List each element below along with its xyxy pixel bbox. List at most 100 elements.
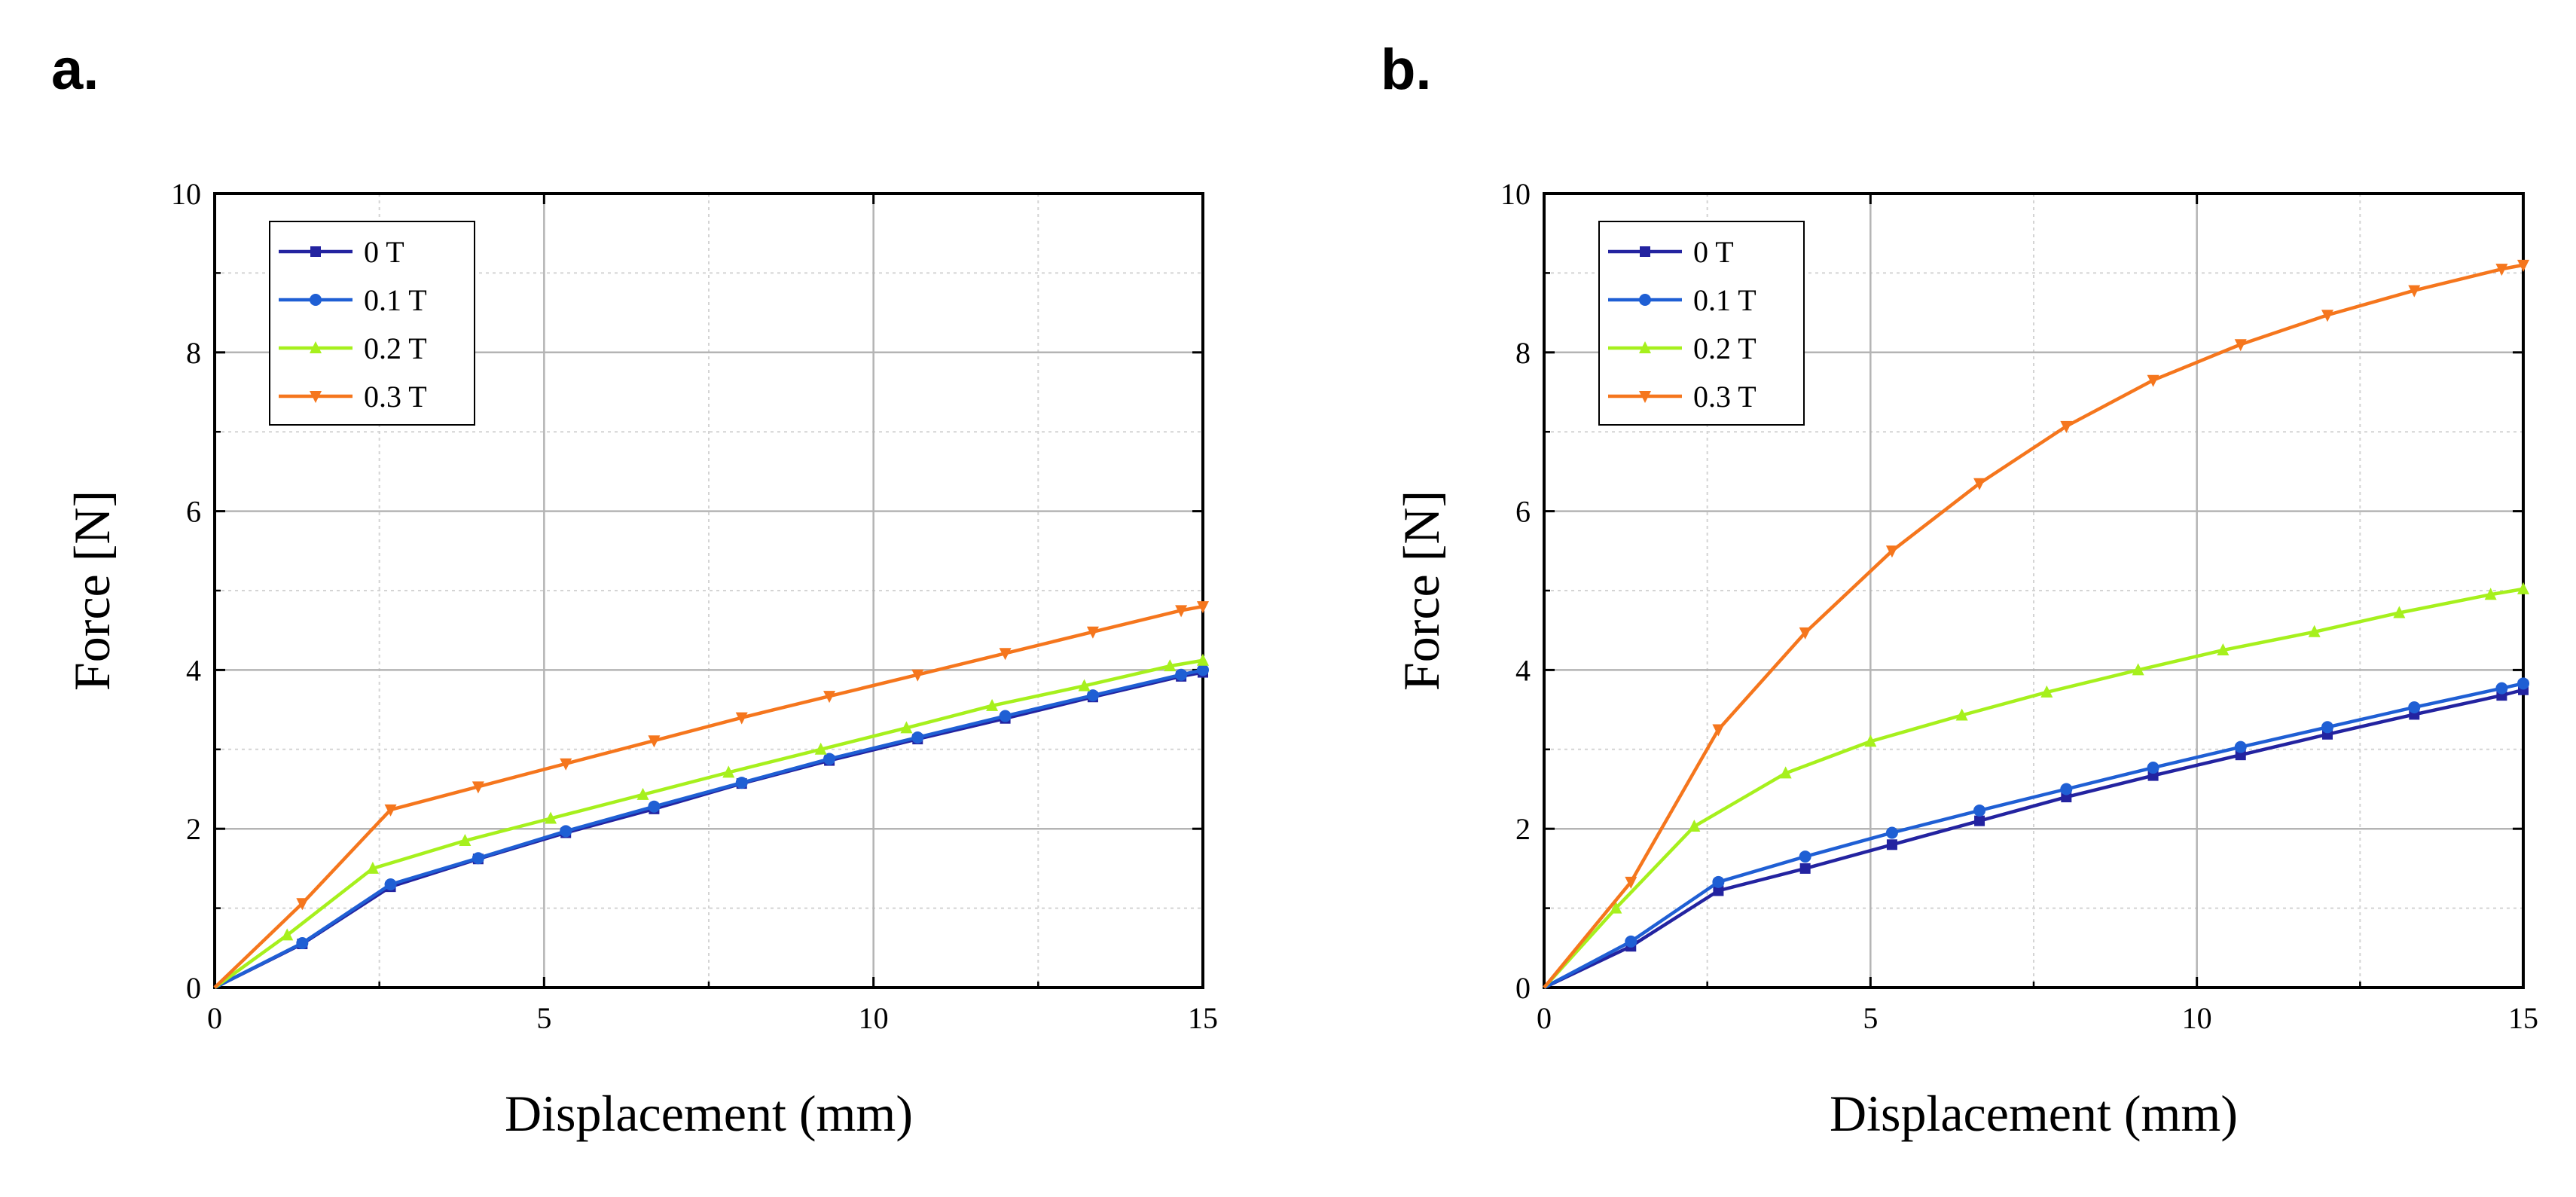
legend-item: 0.3 T xyxy=(279,380,427,414)
data-point xyxy=(2408,285,2421,298)
data-point xyxy=(2132,663,2144,676)
series-group xyxy=(213,601,1209,990)
legend: 0 T 0.1 T 0.2 T 0.3 T xyxy=(269,221,475,426)
data-point xyxy=(1974,815,1985,826)
data-point xyxy=(2517,677,2529,690)
data-point xyxy=(2147,762,2159,774)
data-point xyxy=(2060,783,2073,795)
legend-box xyxy=(1598,221,1805,426)
x-tick-label: 0 xyxy=(1537,1001,1552,1035)
panel-letter: a. xyxy=(51,38,99,102)
data-point xyxy=(2517,582,2529,594)
legend-item: 0.1 T xyxy=(279,283,427,317)
data-point xyxy=(735,712,748,725)
y-axis-title: Force [N] xyxy=(1393,490,1450,691)
y-tick-label: 4 xyxy=(186,653,201,687)
data-point xyxy=(1799,850,1811,863)
data-point xyxy=(1197,601,1209,614)
data-point xyxy=(1885,545,1898,558)
y-tick-label: 0 xyxy=(1515,971,1531,1005)
data-point xyxy=(648,800,661,813)
series-0-2-T xyxy=(213,653,1209,989)
data-point xyxy=(1688,820,1701,832)
data-point xyxy=(2321,310,2333,322)
legend-swatch-marker xyxy=(310,246,321,257)
legend-swatch-marker xyxy=(1639,341,1651,353)
ticks: 0 5 10 15 0 2 4 6 8 10 xyxy=(1500,177,2538,1035)
panel-b: b. 0 5 10 15 0 2 4 6 8 10 Displacement (mm) Force [N… xyxy=(1381,38,2538,1142)
data-point xyxy=(1713,885,1724,896)
legend-label: 0.2 T xyxy=(1693,331,1757,365)
data-point xyxy=(2217,643,2230,656)
data-point xyxy=(814,742,827,755)
data-point xyxy=(722,765,735,778)
data-point xyxy=(2040,685,2053,698)
legend-label: 0.1 T xyxy=(1693,283,1757,317)
data-point xyxy=(823,753,836,765)
data-point xyxy=(1610,901,1622,914)
x-tick-label: 5 xyxy=(1863,1001,1878,1035)
series-0-1-T xyxy=(213,664,1209,990)
data-point xyxy=(2393,606,2406,618)
y-tick-label: 6 xyxy=(1515,495,1531,529)
legend-item: 0.1 T xyxy=(1608,283,1757,317)
data-point xyxy=(2321,721,2333,734)
data-point xyxy=(296,898,309,911)
y-tick-label: 8 xyxy=(1515,336,1531,370)
data-point xyxy=(1164,659,1177,672)
data-point xyxy=(1973,478,1986,490)
data-point xyxy=(735,777,748,789)
x-tick-label: 15 xyxy=(2508,1001,2538,1035)
y-tick-label: 2 xyxy=(1515,812,1531,846)
legend-swatch-marker xyxy=(1639,391,1651,403)
data-point xyxy=(1625,876,1637,889)
series-0-1-T xyxy=(1543,677,2529,989)
data-point xyxy=(999,710,1012,722)
x-tick-label: 5 xyxy=(536,1001,551,1035)
data-point xyxy=(384,804,397,817)
data-point xyxy=(296,936,309,949)
data-point xyxy=(911,669,924,682)
data-point xyxy=(1175,668,1188,681)
data-point xyxy=(1955,708,1968,721)
data-point xyxy=(986,698,999,711)
legend-swatch-marker xyxy=(310,294,322,306)
data-point xyxy=(1197,664,1209,676)
legend-item: 0.2 T xyxy=(1608,331,1757,365)
legend-label: 0 T xyxy=(364,235,404,269)
data-point xyxy=(545,811,557,824)
series-0-3-T xyxy=(1543,259,2529,989)
y-axis-title: Force [N] xyxy=(63,490,121,691)
series-0-3-T xyxy=(213,601,1209,989)
data-point xyxy=(911,731,924,744)
data-point xyxy=(1973,804,1986,817)
legend-item: 0 T xyxy=(1608,235,1734,269)
data-point xyxy=(2517,259,2529,272)
data-point xyxy=(384,878,397,890)
data-point xyxy=(823,691,836,704)
data-point xyxy=(366,861,379,874)
legend-swatch-marker xyxy=(1639,294,1651,306)
data-point xyxy=(2234,740,2247,753)
y-tick-label: 10 xyxy=(1500,177,1531,211)
legend-item: 0.3 T xyxy=(1608,380,1757,414)
data-point xyxy=(2495,682,2508,695)
data-point xyxy=(1799,863,1811,874)
data-point xyxy=(1197,653,1209,666)
x-axis-title: Displacement (mm) xyxy=(505,1085,913,1142)
data-point xyxy=(636,787,649,800)
legend-label: 0 T xyxy=(1693,235,1734,269)
legend-label: 0.3 T xyxy=(1693,380,1757,414)
legend-box xyxy=(269,221,475,426)
data-point xyxy=(2484,588,2497,600)
data-point xyxy=(1886,839,1897,850)
panel-a: a. 0 5 10 15 0 2 4 6 8 10 Displacement (mm) Force [N… xyxy=(51,38,1218,1142)
data-point xyxy=(999,648,1012,661)
data-point xyxy=(560,825,572,838)
legend-item: 0 T xyxy=(279,235,404,269)
data-point xyxy=(1864,734,1877,747)
data-point xyxy=(1175,605,1188,618)
legend-swatch-marker xyxy=(310,341,322,353)
x-tick-label: 10 xyxy=(2182,1001,2212,1035)
